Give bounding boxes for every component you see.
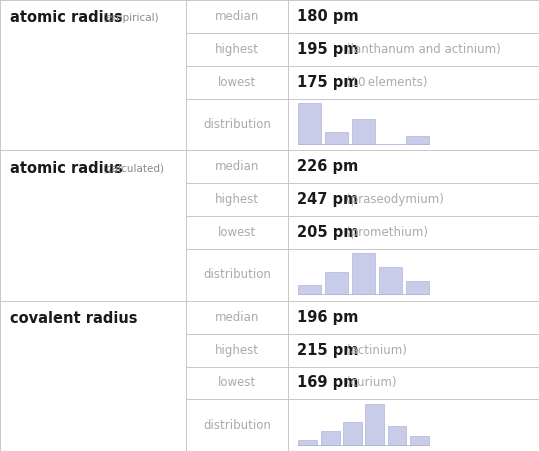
Bar [325, 272, 348, 295]
Bar [343, 422, 362, 445]
Bar [325, 132, 348, 144]
Bar [365, 404, 384, 445]
Text: (praseodymium): (praseodymium) [345, 193, 444, 206]
Text: highest: highest [215, 344, 259, 357]
Bar [388, 427, 406, 445]
Text: median: median [215, 311, 259, 324]
Text: median: median [215, 10, 259, 23]
Text: distribution: distribution [203, 419, 271, 432]
Text: 169 pm: 169 pm [298, 376, 359, 391]
Text: distribution: distribution [203, 118, 271, 131]
Bar [299, 103, 321, 144]
Text: highest: highest [215, 43, 259, 56]
Text: 247 pm: 247 pm [298, 192, 358, 207]
Text: covalent radius: covalent radius [10, 311, 137, 326]
Text: (actinium): (actinium) [345, 344, 406, 357]
Bar [406, 281, 429, 295]
Text: highest: highest [215, 193, 259, 206]
Text: 180 pm: 180 pm [298, 9, 359, 24]
Bar [410, 436, 429, 445]
Text: (curium): (curium) [345, 377, 396, 390]
Text: median: median [215, 160, 259, 173]
Text: (lanthanum and actinium): (lanthanum and actinium) [345, 43, 500, 56]
Text: 195 pm: 195 pm [298, 42, 359, 57]
Text: 215 pm: 215 pm [298, 343, 359, 358]
Text: lowest: lowest [218, 226, 256, 239]
Text: atomic radius: atomic radius [10, 161, 123, 176]
Text: 175 pm: 175 pm [298, 75, 359, 90]
Text: 205 pm: 205 pm [298, 225, 359, 240]
Text: 196 pm: 196 pm [298, 310, 359, 325]
Bar [299, 285, 321, 295]
Text: lowest: lowest [218, 377, 256, 390]
Text: atomic radius: atomic radius [10, 10, 123, 26]
Text: 226 pm: 226 pm [298, 159, 358, 174]
Bar [352, 253, 375, 295]
Text: (calculated): (calculated) [102, 163, 164, 173]
Bar [352, 120, 375, 144]
Text: (promethium): (promethium) [345, 226, 427, 239]
Text: (empirical): (empirical) [102, 13, 159, 23]
Bar [379, 267, 402, 295]
Text: lowest: lowest [218, 76, 256, 89]
Text: (10 elements): (10 elements) [345, 76, 427, 89]
Text: distribution: distribution [203, 268, 271, 281]
Bar [406, 136, 429, 144]
Bar [321, 431, 340, 445]
Bar [299, 440, 317, 445]
